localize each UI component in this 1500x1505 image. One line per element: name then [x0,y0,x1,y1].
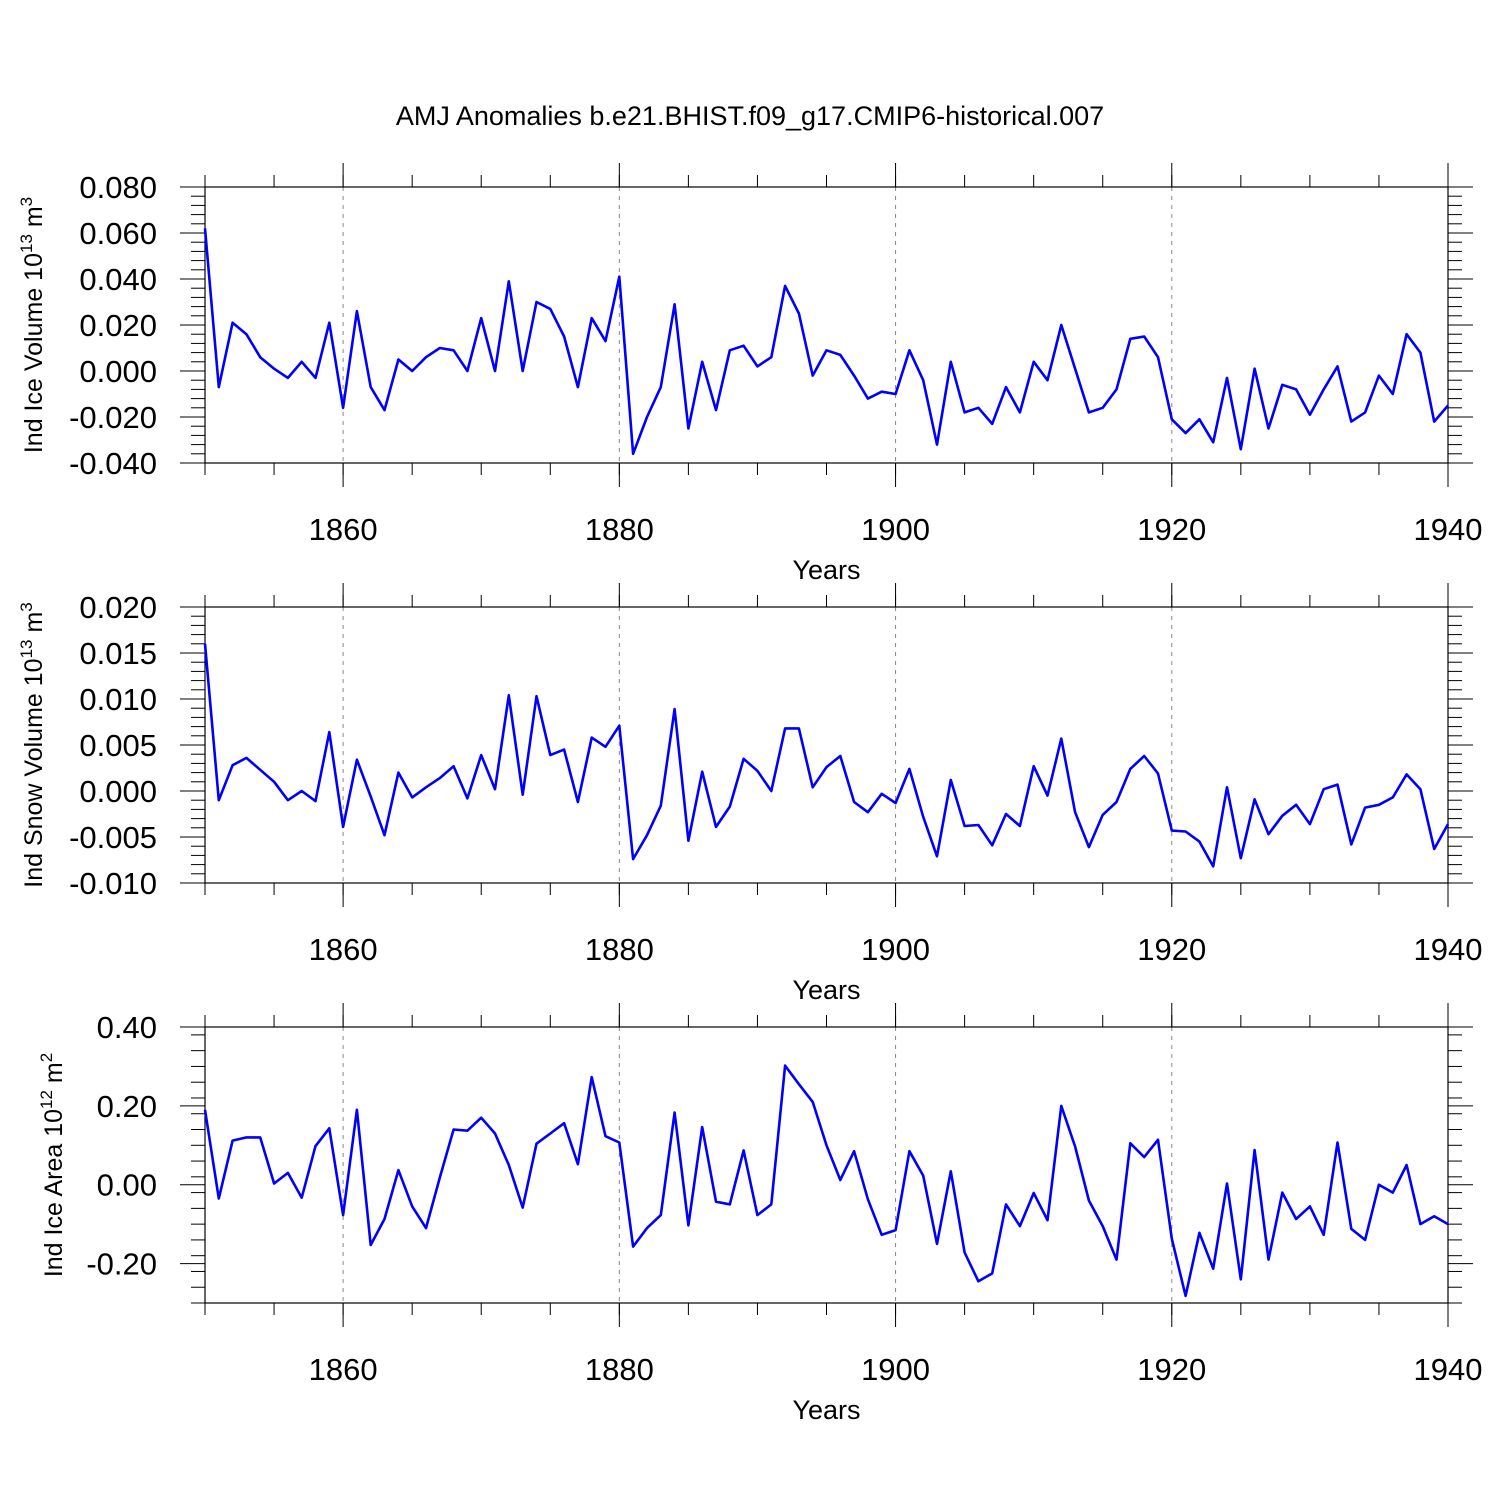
y-axis-label-text: Ind Ice Area 10 [40,1109,68,1277]
panel-snow-volume: -0.010 -0.005 0.000 0.005 0.010 0.015 0.020 186… [17,583,1482,1005]
series-line-ice-area [203,1064,1449,1298]
y-tick-label: 0.010 [79,682,157,717]
x-tick-label: 1860 [309,1352,378,1387]
y-axis-label: Ind Ice Area 1012 m2 [37,1053,68,1277]
x-axis-label: Years [792,1395,860,1425]
y-axis-label-unit: m [40,1062,68,1090]
panel-ice-area: -0.20 0.00 0.20 0.40 1860 1880 1900 1920 1940 Yea… [37,1003,1482,1425]
x-tick-label: 1900 [861,512,930,547]
plot-frame [204,1026,1449,1304]
y-tick-label: 0.020 [79,590,157,625]
y-axis-label-exponent: 13 [17,234,36,253]
series-line-snow-volume [203,643,1450,868]
x-axis-label: Years [792,975,860,1005]
y-tick-label: 0.40 [97,1010,157,1045]
y-axis-label-text: Ind Ice Volume 10 [20,253,48,453]
x-tick-label: 1920 [1137,1352,1206,1387]
x-tick-label: 1940 [1414,932,1483,967]
y-tick-label: 0.020 [79,308,157,343]
x-tick-label: 1900 [861,1352,930,1387]
x-tick-label: 1920 [1137,932,1206,967]
x-axis-label: Years [792,555,860,585]
y-tick-label: -0.20 [86,1247,157,1282]
x-tick-label: 1940 [1414,1352,1483,1387]
y-tick-label: 0.015 [79,636,157,671]
panel-ice-volume: -0.040 -0.020 0.000 0.020 0.040 0.060 0.080 186… [17,163,1482,585]
y-tick-label: -0.020 [69,400,157,435]
x-tick-label: 1860 [309,932,378,967]
x-tick-label: 1940 [1414,512,1483,547]
x-tick-label: 1920 [1137,512,1206,547]
x-tick-label: 1880 [585,1352,654,1387]
y-axis-label-text: Ind Snow Volume 10 [20,658,48,887]
x-tick-label: 1880 [585,512,654,547]
x-tick-label: 1900 [861,932,930,967]
y-axis-label-unit: m [20,206,48,234]
plot-frame [204,186,1449,464]
y-axis-label-exponent: 13 [17,640,36,659]
y-axis-label-unit-exponent: 3 [17,602,36,611]
y-tick-label: -0.010 [69,866,157,901]
y-tick-label: 0.00 [97,1168,157,1203]
chart-title: AMJ Anomalies b.e21.BHIST.f09_g17.CMIP6-… [396,101,1104,131]
y-tick-label: -0.040 [69,446,157,481]
y-tick-label: -0.005 [69,820,157,855]
y-axis-label-unit: m [20,612,48,640]
y-tick-label: 0.040 [79,262,157,297]
y-axis-label-unit-exponent: 3 [17,197,36,206]
y-tick-label: 0.060 [79,216,157,251]
y-axis-label-exponent: 12 [37,1090,56,1109]
y-tick-label: 0.000 [79,354,157,389]
x-tick-label: 1860 [309,512,378,547]
plot-frame [204,606,1449,884]
y-axis-label: Ind Snow Volume 1013 m3 [17,602,48,888]
y-tick-label: 0.080 [79,170,157,205]
x-tick-label: 1880 [585,932,654,967]
y-axis-label-unit-exponent: 2 [37,1053,56,1062]
y-tick-label: 0.20 [97,1089,157,1124]
y-tick-label: 0.000 [79,774,157,809]
y-tick-label: 0.005 [79,728,157,763]
y-axis-label: Ind Ice Volume 1013 m3 [17,197,48,453]
series-line-ice-volume [203,228,1449,456]
